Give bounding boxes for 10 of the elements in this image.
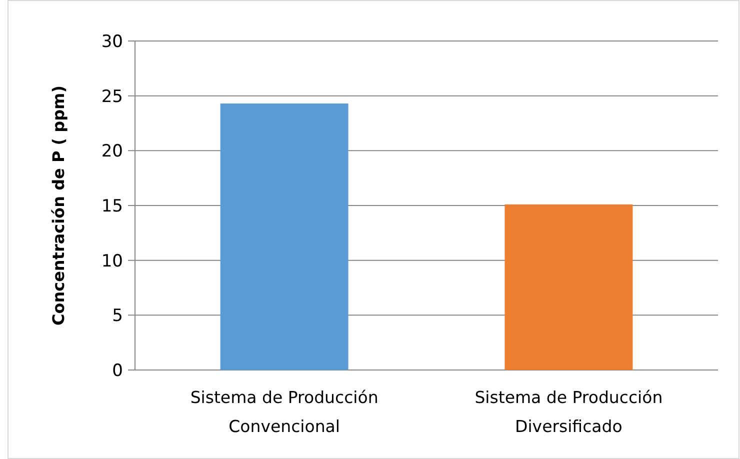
y-tick-label: 25 xyxy=(101,86,123,107)
x-tick-label: Sistema de Producción Convencional xyxy=(190,388,378,436)
y-axis-title: Concentración de P ( ppm) xyxy=(49,85,68,326)
y-tick-label: 5 xyxy=(112,306,123,326)
y-tick-label: 0 xyxy=(112,360,123,381)
y-tick-label: 30 xyxy=(101,32,123,52)
y-tick-label: 20 xyxy=(101,142,123,162)
y-tick-label: 15 xyxy=(101,196,123,216)
y-tick-label: 10 xyxy=(101,251,123,272)
x-tick-label: Sistema de Producción Diversificado xyxy=(474,388,663,436)
